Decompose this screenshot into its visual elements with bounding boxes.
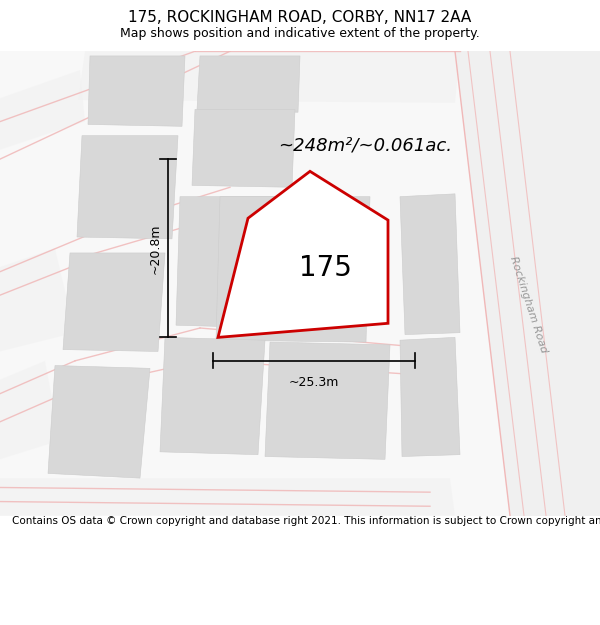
- Polygon shape: [160, 338, 265, 454]
- Polygon shape: [48, 366, 150, 478]
- Polygon shape: [192, 109, 295, 188]
- Text: ~20.8m: ~20.8m: [149, 223, 162, 274]
- Polygon shape: [265, 342, 390, 459]
- Polygon shape: [0, 70, 85, 150]
- Polygon shape: [77, 136, 178, 239]
- Polygon shape: [176, 197, 278, 328]
- Polygon shape: [455, 51, 600, 516]
- Polygon shape: [400, 194, 460, 334]
- Text: ~25.3m: ~25.3m: [289, 376, 339, 389]
- Polygon shape: [0, 248, 75, 351]
- Text: Map shows position and indicative extent of the property.: Map shows position and indicative extent…: [120, 27, 480, 40]
- Text: ~248m²/~0.061ac.: ~248m²/~0.061ac.: [278, 136, 452, 154]
- Polygon shape: [500, 51, 600, 141]
- Text: Rockingham Road: Rockingham Road: [508, 255, 548, 354]
- Polygon shape: [216, 197, 370, 342]
- Polygon shape: [0, 361, 60, 459]
- Text: 175: 175: [299, 254, 352, 282]
- Polygon shape: [78, 51, 460, 103]
- Polygon shape: [197, 56, 300, 112]
- Polygon shape: [400, 338, 460, 456]
- Polygon shape: [218, 171, 388, 338]
- Polygon shape: [0, 478, 455, 516]
- Polygon shape: [88, 56, 185, 126]
- Polygon shape: [63, 253, 165, 351]
- Text: 175, ROCKINGHAM ROAD, CORBY, NN17 2AA: 175, ROCKINGHAM ROAD, CORBY, NN17 2AA: [128, 10, 472, 25]
- Text: Contains OS data © Crown copyright and database right 2021. This information is : Contains OS data © Crown copyright and d…: [12, 516, 600, 526]
